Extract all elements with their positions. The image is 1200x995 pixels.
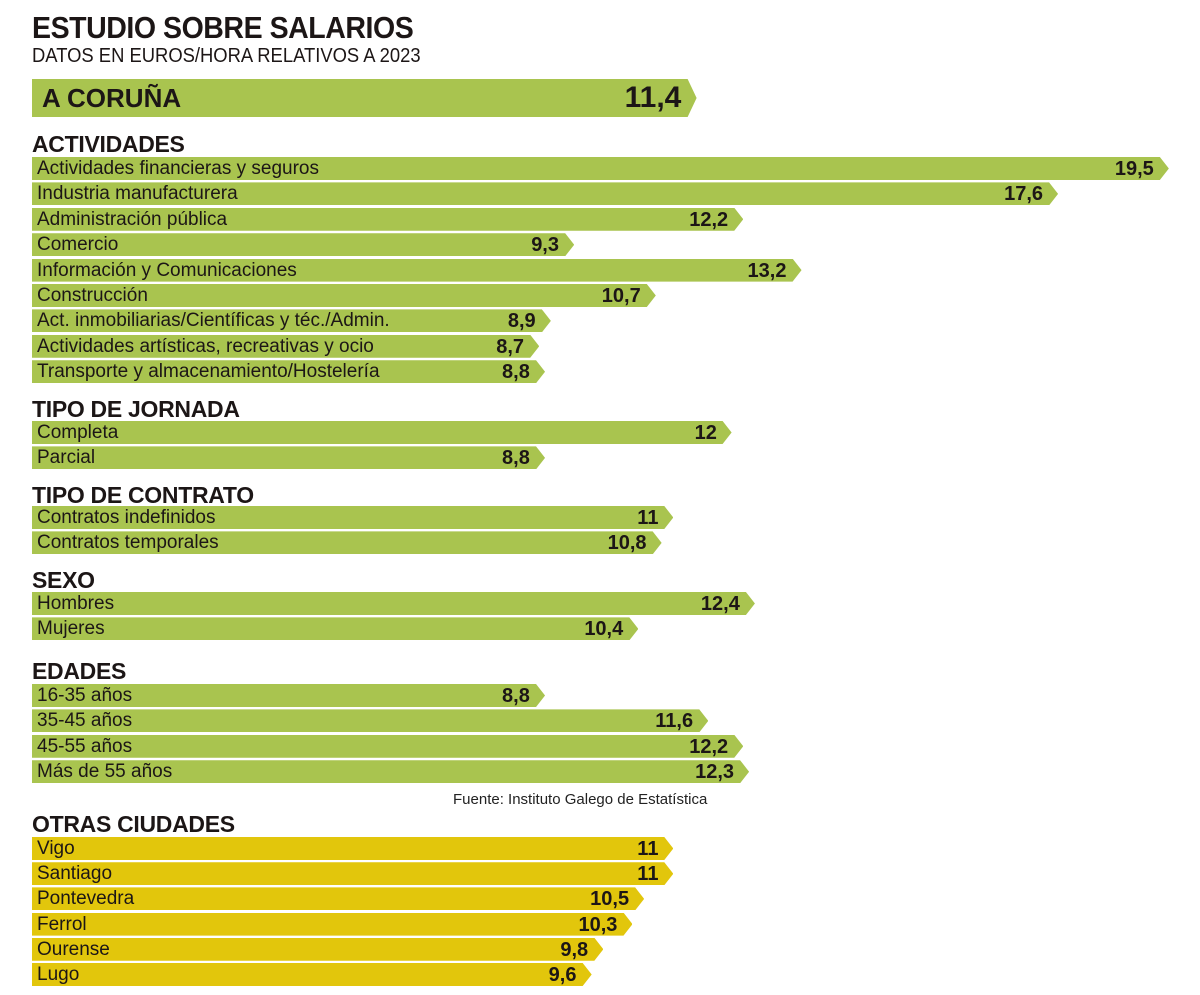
bar-label: Ourense bbox=[37, 938, 110, 960]
bar-value: 11 bbox=[637, 838, 659, 860]
bar-label: Más de 55 años bbox=[37, 761, 173, 783]
bar-value: 12,2 bbox=[689, 735, 729, 758]
section-heading: OTRAS CIUDADES bbox=[32, 811, 235, 837]
bar-mark bbox=[32, 531, 662, 555]
bar-value: 10,5 bbox=[590, 888, 630, 911]
bar-value: 10,4 bbox=[584, 618, 624, 641]
section-heading: TIPO DE JORNADA bbox=[32, 396, 240, 422]
bar-value: 12,3 bbox=[695, 761, 735, 784]
bar-value: 9,3 bbox=[531, 234, 559, 257]
bar-value: 12,2 bbox=[689, 208, 729, 231]
section-heading: TIPO DE CONTRATO bbox=[32, 482, 254, 508]
bar-value: 8,8 bbox=[502, 447, 530, 470]
bar-label: Lugo bbox=[37, 964, 80, 985]
bar-value: 8,7 bbox=[496, 335, 525, 358]
bar-mark bbox=[32, 207, 744, 231]
bar-label: Contratos indefinidos bbox=[37, 507, 216, 528]
bar-label: Parcial bbox=[37, 447, 96, 469]
bar-mark bbox=[32, 734, 744, 758]
bar-mark bbox=[32, 309, 551, 333]
bar-value: 17,6 bbox=[1004, 183, 1044, 206]
bar-mark bbox=[32, 284, 656, 307]
bar-mark bbox=[32, 421, 732, 444]
bar-mark bbox=[32, 360, 546, 384]
bar-value: 12,4 bbox=[700, 593, 740, 615]
bar-mark bbox=[32, 963, 592, 986]
bar-value: 11 bbox=[637, 863, 659, 886]
bar-label: Información y Comunicaciones bbox=[37, 259, 297, 281]
bar-value: 8,8 bbox=[502, 361, 530, 384]
bar-mark bbox=[32, 709, 709, 733]
chart-title: ESTUDIO SOBRE SALARIOS bbox=[32, 10, 414, 45]
bar-label: Construcción bbox=[37, 285, 148, 306]
bar-label: Comercio bbox=[37, 234, 119, 256]
bar-mark bbox=[32, 684, 546, 707]
bar-label: Actividades financieras y seguros bbox=[37, 158, 319, 179]
bar-label: Ferrol bbox=[37, 913, 87, 935]
bar-value: 12 bbox=[694, 422, 717, 444]
bar-mark bbox=[32, 887, 645, 911]
section-heading: EDADES bbox=[32, 658, 127, 684]
bar-value: 19,5 bbox=[1114, 158, 1154, 180]
section-heading: SEXO bbox=[32, 567, 95, 593]
bar-mark bbox=[32, 912, 633, 936]
bar-mark bbox=[32, 617, 639, 641]
bar-mark bbox=[32, 937, 604, 961]
section-heading: ACTIVIDADES bbox=[32, 131, 185, 157]
bar-label: Vigo bbox=[37, 838, 75, 859]
bar-mark bbox=[32, 837, 674, 860]
bar-label: Pontevedra bbox=[37, 888, 135, 910]
bar-mark bbox=[32, 506, 674, 529]
bar-label: Actividades artísticas, recreativas y oc… bbox=[37, 335, 374, 357]
bar-value: 8,9 bbox=[507, 310, 536, 333]
bar-value: 13,2 bbox=[747, 259, 787, 282]
bar-mark bbox=[32, 446, 546, 470]
source-note: Fuente: Instituto Galego de Estatística bbox=[453, 791, 708, 808]
bar-label: 45-55 años bbox=[37, 735, 133, 757]
bar-mark bbox=[32, 79, 697, 117]
chart-subtitle: DATOS EN EUROS/HORA RELATIVOS A 2023 bbox=[32, 45, 421, 67]
bar-mark bbox=[32, 592, 755, 615]
bar-label: Mujeres bbox=[37, 618, 105, 640]
bar-value: 11,4 bbox=[624, 81, 682, 114]
bar-label: Transporte y almacenamiento/Hostelería bbox=[37, 361, 380, 383]
bar-label: A CORUÑA bbox=[42, 83, 182, 113]
bar-mark bbox=[32, 334, 540, 358]
bar-mark bbox=[32, 157, 1169, 180]
bar-label: Administración pública bbox=[37, 208, 228, 230]
bar-mark bbox=[32, 862, 674, 886]
bar-label: 16-35 años bbox=[37, 685, 133, 706]
bar-label: Contratos temporales bbox=[37, 532, 219, 554]
bar-mark bbox=[32, 182, 1059, 206]
bar-label: Act. inmobiliarias/Científicas y téc./Ad… bbox=[37, 310, 390, 332]
bar-label: Hombres bbox=[37, 593, 115, 614]
bar-value: 9,6 bbox=[548, 964, 577, 986]
bar-value: 10,8 bbox=[607, 532, 647, 555]
bar-value: 11,6 bbox=[655, 710, 694, 733]
bar-value: 8,8 bbox=[502, 685, 530, 707]
bar-mark bbox=[32, 760, 750, 784]
bar-value: 10,7 bbox=[601, 285, 641, 307]
bar-value: 10,3 bbox=[578, 913, 618, 936]
bar-label: Completa bbox=[37, 422, 119, 443]
bar-label: 35-45 años bbox=[37, 710, 133, 732]
bar-label: Industria manufacturera bbox=[37, 183, 238, 205]
bar-value: 11 bbox=[637, 507, 659, 529]
bar-label: Santiago bbox=[37, 863, 113, 885]
bar-value: 9,8 bbox=[560, 938, 589, 961]
bar-mark bbox=[32, 258, 802, 282]
bar-mark bbox=[32, 233, 575, 257]
